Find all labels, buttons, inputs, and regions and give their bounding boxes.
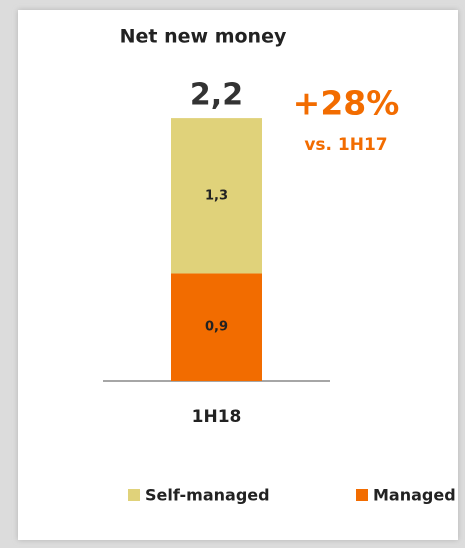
x-tick-label: 1H18 xyxy=(192,407,242,427)
data-label: 0,9 xyxy=(205,320,228,335)
bar-segment xyxy=(171,273,262,381)
total-label: 2,2 xyxy=(190,78,243,113)
legend-label: Self-managed xyxy=(145,486,270,505)
annotation: +28% xyxy=(293,84,400,123)
data-label: 1,3 xyxy=(205,188,228,203)
chart-title: Net new money xyxy=(120,26,287,48)
annotation: vs. 1H17 xyxy=(304,135,387,155)
legend-swatch xyxy=(128,489,140,501)
bar-segment xyxy=(171,118,262,274)
legend-swatch xyxy=(356,489,368,501)
legend-label: Managed xyxy=(373,486,456,505)
